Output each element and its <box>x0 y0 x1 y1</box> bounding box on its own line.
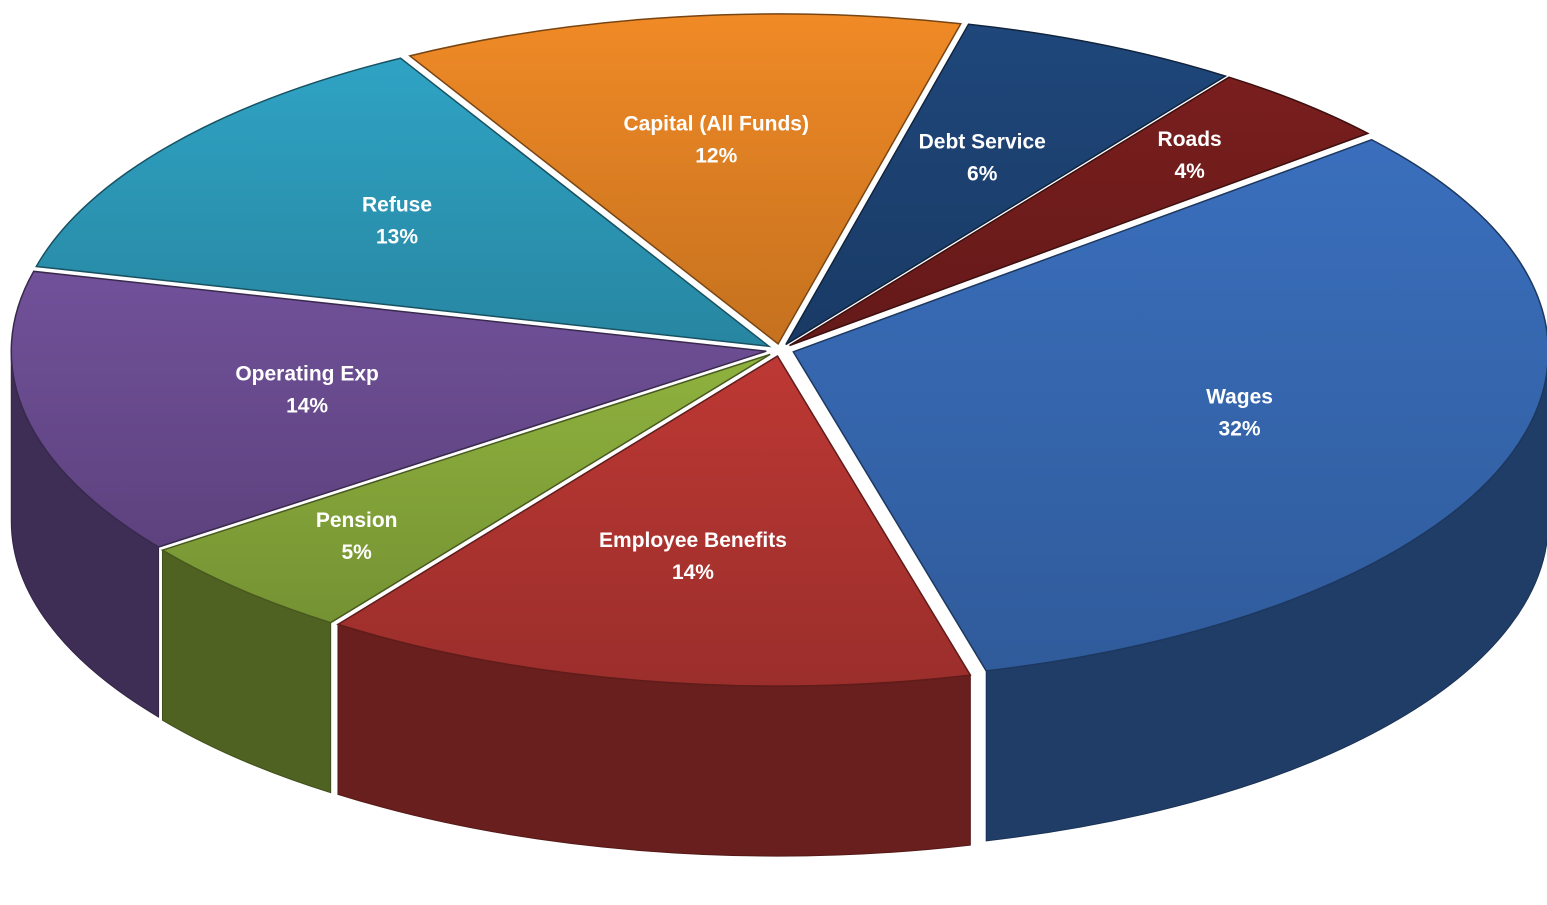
slice-value-label: 32% <box>1219 417 1261 440</box>
slice <box>785 23 1228 346</box>
slice <box>792 138 1547 672</box>
slice-label: Pension <box>316 509 398 532</box>
slice <box>10 270 767 548</box>
slice-value-label: 14% <box>286 394 328 417</box>
slice-value-label: 6% <box>967 162 998 185</box>
slice-label: Operating Exp <box>235 362 379 385</box>
slice <box>408 13 963 346</box>
slice-label: Refuse <box>362 194 432 217</box>
slice-value-label: 12% <box>695 145 737 168</box>
slice <box>35 57 772 348</box>
slice-label: Debt Service <box>919 130 1046 153</box>
slice <box>789 76 1370 347</box>
slice <box>160 353 771 624</box>
slice-label: Employee Benefits <box>599 529 787 552</box>
slice-value-label: 14% <box>672 561 714 584</box>
slice-label: Wages <box>1206 385 1273 408</box>
slice-value-label: 5% <box>341 541 372 564</box>
slice <box>336 354 972 687</box>
slice-label: Capital (All Funds) <box>623 113 809 136</box>
slice-value-label: 13% <box>376 226 418 249</box>
slice-label: Roads <box>1158 128 1222 151</box>
slice-value-label: 4% <box>1174 160 1205 183</box>
